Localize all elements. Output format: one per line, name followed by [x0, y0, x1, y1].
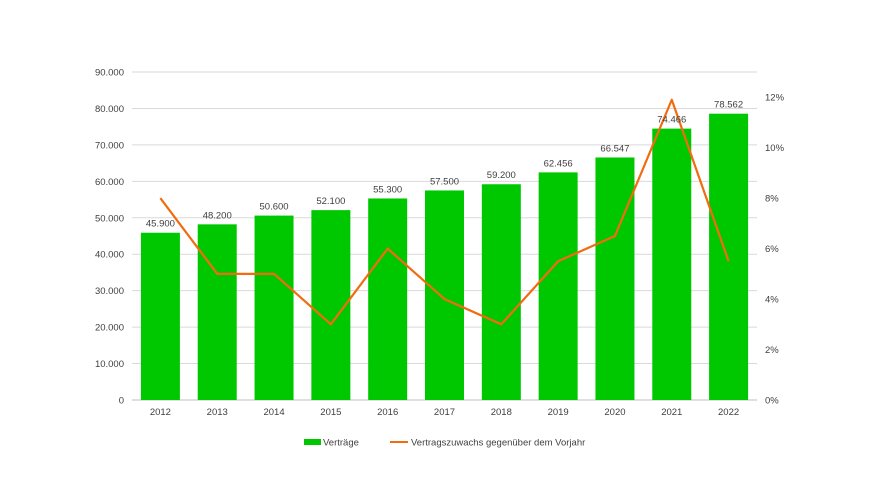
x-tick-label: 2019	[548, 407, 569, 418]
x-tick-label: 2018	[491, 407, 512, 418]
bar-2012	[141, 233, 180, 400]
x-tick-label: 2013	[207, 407, 228, 418]
bar-data-label: 74.466	[657, 115, 686, 126]
bar-data-label: 78.562	[714, 100, 743, 111]
right-tick-label: 12%	[765, 93, 785, 104]
bar-data-label: 50.600	[260, 202, 289, 213]
bar-data-label: 48.200	[203, 210, 232, 221]
bar-2016	[368, 198, 407, 400]
bar-data-label: 55.300	[373, 184, 402, 195]
left-tick-label: 70.000	[95, 140, 124, 151]
bar-2018	[482, 184, 521, 400]
right-tick-label: 2%	[765, 345, 779, 356]
bar-2013	[198, 224, 237, 400]
bar-2017	[425, 190, 464, 400]
legend: Verträge Vertragszuwachs gegenüber dem V…	[304, 438, 585, 449]
x-tick-label: 2014	[263, 407, 284, 418]
left-tick-label: 50.000	[95, 213, 124, 224]
left-tick-label: 90.000	[95, 68, 124, 79]
bar-2022	[709, 114, 748, 400]
legend-label-bars: Verträge	[323, 438, 359, 449]
x-tick-label: 2020	[604, 407, 625, 418]
left-tick-label: 30.000	[95, 286, 124, 297]
right-tick-label: 8%	[765, 194, 779, 205]
bar-2021	[652, 129, 691, 400]
x-tick-label: 2012	[150, 407, 171, 418]
bar-data-label: 59.200	[487, 170, 516, 181]
bar-2020	[595, 157, 634, 400]
x-tick-label: 2021	[661, 407, 682, 418]
legend-label-line: Vertragszuwachs gegenüber dem Vorjahr	[411, 438, 585, 449]
legend-swatch-bars	[304, 439, 321, 445]
right-tick-label: 10%	[765, 143, 785, 154]
left-tick-label: 80.000	[95, 104, 124, 115]
bar-data-label: 62.456	[544, 158, 573, 169]
left-tick-label: 10.000	[95, 359, 124, 370]
right-tick-label: 0%	[765, 396, 779, 407]
right-tick-label: 6%	[765, 244, 779, 255]
x-tick-label: 2015	[320, 407, 341, 418]
bar-data-label: 45.900	[146, 219, 175, 230]
x-tick-label: 2016	[377, 407, 398, 418]
bar-data-label: 57.500	[430, 176, 459, 187]
left-tick-label: 60.000	[95, 177, 124, 188]
bar-2014	[255, 216, 294, 400]
left-tick-label: 20.000	[95, 323, 124, 334]
left-tick-label: 0	[119, 396, 124, 407]
left-tick-label: 40.000	[95, 250, 124, 261]
bar-data-label: 52.100	[316, 196, 345, 207]
x-tick-label: 2017	[434, 407, 455, 418]
right-tick-label: 4%	[765, 295, 779, 306]
x-tick-label: 2022	[718, 407, 739, 418]
bar-2019	[539, 172, 578, 400]
bar-data-label: 66.547	[600, 143, 629, 154]
